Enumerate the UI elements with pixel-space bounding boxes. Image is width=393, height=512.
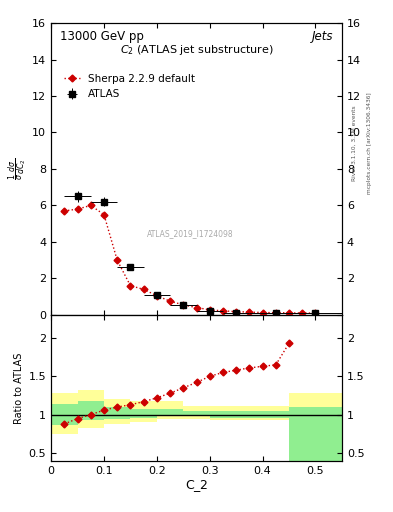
Text: mcplots.cern.ch [arXiv:1306.3436]: mcplots.cern.ch [arXiv:1306.3436]	[367, 93, 373, 194]
Sherpa 2.2.9 default	[88, 202, 93, 208]
Sherpa 2.2.9 default	[168, 298, 173, 304]
Sherpa 2.2.9 default	[62, 208, 67, 214]
Sherpa 2.2.9 default	[286, 310, 291, 316]
Text: 13000 GeV pp: 13000 GeV pp	[60, 30, 144, 44]
Text: $C_2$ (ATLAS jet substructure): $C_2$ (ATLAS jet substructure)	[120, 44, 273, 57]
Sherpa 2.2.9 default	[154, 293, 159, 299]
Sherpa 2.2.9 default	[128, 283, 133, 289]
Sherpa 2.2.9 default	[208, 307, 212, 313]
Y-axis label: Ratio to ATLAS: Ratio to ATLAS	[15, 352, 24, 423]
Sherpa 2.2.9 default	[75, 206, 80, 212]
Sherpa 2.2.9 default	[220, 308, 225, 314]
Sherpa 2.2.9 default	[234, 309, 239, 315]
Sherpa 2.2.9 default	[194, 305, 199, 311]
Sherpa 2.2.9 default	[102, 211, 107, 218]
Y-axis label: $\frac{1}{\sigma}\frac{d\sigma}{dC_2}$: $\frac{1}{\sigma}\frac{d\sigma}{dC_2}$	[7, 158, 29, 180]
Sherpa 2.2.9 default	[115, 257, 119, 263]
Sherpa 2.2.9 default	[300, 310, 305, 316]
Sherpa 2.2.9 default	[247, 309, 252, 315]
Legend: Sherpa 2.2.9 default, ATLAS: Sherpa 2.2.9 default, ATLAS	[62, 72, 197, 101]
Sherpa 2.2.9 default	[313, 310, 318, 316]
Sherpa 2.2.9 default	[141, 286, 146, 292]
Line: Sherpa 2.2.9 default: Sherpa 2.2.9 default	[62, 203, 318, 315]
Text: ATLAS_2019_I1724098: ATLAS_2019_I1724098	[147, 229, 234, 238]
Sherpa 2.2.9 default	[181, 302, 185, 308]
Sherpa 2.2.9 default	[274, 310, 278, 316]
Text: Jets: Jets	[312, 30, 333, 44]
Sherpa 2.2.9 default	[260, 309, 265, 315]
Text: Rivet 3.1.10, 3.1M events: Rivet 3.1.10, 3.1M events	[352, 105, 357, 181]
X-axis label: C$\_$2: C$\_$2	[185, 478, 208, 495]
